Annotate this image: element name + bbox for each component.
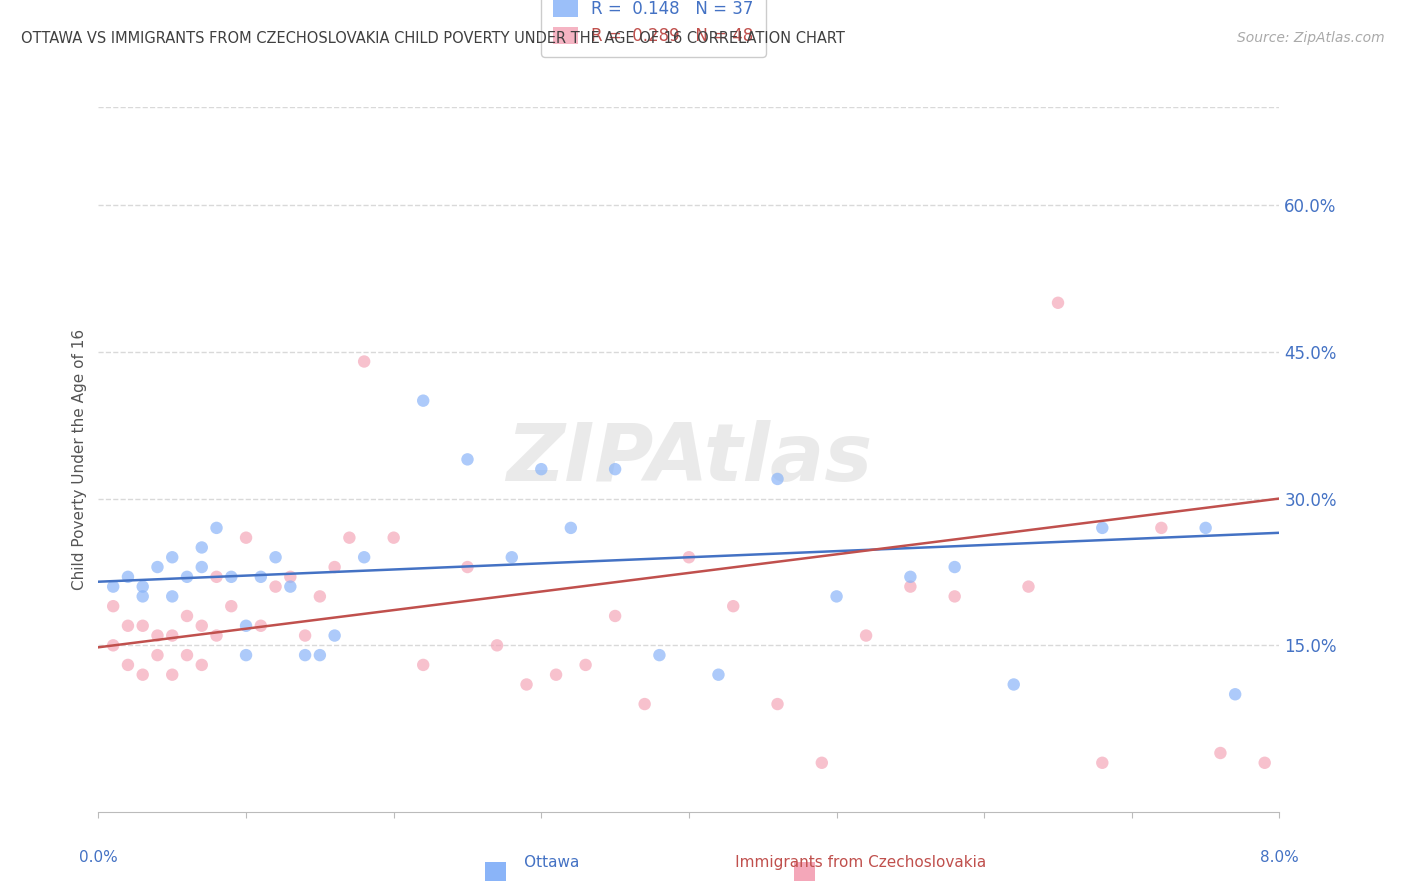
Point [900, 580, 922, 594]
Point [943, 590, 966, 604]
Point [575, 657, 598, 672]
Point [132, 619, 155, 633]
Point [235, 648, 257, 662]
Point [486, 638, 509, 652]
Point [132, 580, 155, 594]
Point [146, 648, 169, 662]
Point [339, 531, 361, 545]
Point [530, 462, 553, 476]
Point [250, 619, 273, 633]
Point [1091, 521, 1114, 535]
Point [353, 354, 375, 368]
Point [634, 697, 657, 711]
Point [264, 580, 287, 594]
Point [221, 599, 243, 614]
Point [205, 521, 228, 535]
Text: Immigrants from Czechoslovakia: Immigrants from Czechoslovakia [702, 855, 986, 870]
Point [648, 648, 671, 662]
Point [294, 628, 316, 642]
Point [323, 560, 346, 574]
Point [191, 657, 214, 672]
Point [707, 667, 730, 681]
Point [103, 638, 125, 652]
Point [309, 590, 332, 604]
Point [605, 462, 627, 476]
Point [117, 657, 139, 672]
Point [205, 570, 228, 584]
Text: 8.0%: 8.0% [1260, 850, 1299, 865]
Point [516, 677, 538, 691]
Point [723, 599, 745, 614]
Point [1018, 580, 1040, 594]
Point [162, 628, 183, 642]
Point [117, 619, 139, 633]
Point [132, 590, 155, 604]
Point [235, 531, 257, 545]
Point [176, 648, 198, 662]
Point [264, 550, 287, 565]
Point [162, 667, 183, 681]
Point [412, 393, 434, 408]
Text: OTTAWA VS IMMIGRANTS FROM CZECHOSLOVAKIA CHILD POVERTY UNDER THE AGE OF 16 CORRE: OTTAWA VS IMMIGRANTS FROM CZECHOSLOVAKIA… [21, 31, 845, 46]
Point [900, 570, 922, 584]
Point [766, 472, 789, 486]
Point [560, 521, 582, 535]
Point [1091, 756, 1114, 770]
Point [382, 531, 405, 545]
Point [766, 697, 789, 711]
Point [309, 648, 332, 662]
Text: ZIPAtlas: ZIPAtlas [506, 420, 872, 499]
Point [1195, 521, 1218, 535]
Point [943, 560, 966, 574]
Point [294, 648, 316, 662]
Point [191, 619, 214, 633]
Point [176, 609, 198, 624]
Point [191, 541, 214, 555]
Point [221, 570, 243, 584]
Point [1254, 756, 1277, 770]
Point [162, 590, 183, 604]
Point [1225, 687, 1247, 701]
Point [103, 580, 125, 594]
Point [501, 550, 523, 565]
Point [353, 550, 375, 565]
Point [811, 756, 834, 770]
Point [323, 628, 346, 642]
Point [825, 590, 848, 604]
Point [855, 628, 877, 642]
Point [605, 609, 627, 624]
Point [412, 657, 434, 672]
Point [1150, 521, 1173, 535]
Point [280, 570, 302, 584]
Point [457, 560, 479, 574]
Point [1002, 677, 1025, 691]
Y-axis label: Child Poverty Under the Age of 16: Child Poverty Under the Age of 16 [72, 329, 87, 590]
Point [176, 570, 198, 584]
Point [457, 452, 479, 467]
Point [235, 619, 257, 633]
Point [132, 667, 155, 681]
Point [546, 667, 568, 681]
Point [146, 628, 169, 642]
Point [162, 550, 183, 565]
Point [205, 628, 228, 642]
Point [103, 599, 125, 614]
Point [1209, 746, 1232, 760]
Legend: R =  0.148   N = 37, R =  0.289   N = 48: R = 0.148 N = 37, R = 0.289 N = 48 [541, 0, 765, 56]
Point [250, 570, 273, 584]
Point [1046, 295, 1070, 310]
Point [146, 560, 169, 574]
Text: Source: ZipAtlas.com: Source: ZipAtlas.com [1237, 31, 1385, 45]
Point [280, 580, 302, 594]
Text: 0.0%: 0.0% [79, 850, 118, 865]
Text: Ottawa: Ottawa [489, 855, 579, 870]
Point [678, 550, 700, 565]
Point [191, 560, 214, 574]
Point [117, 570, 139, 584]
